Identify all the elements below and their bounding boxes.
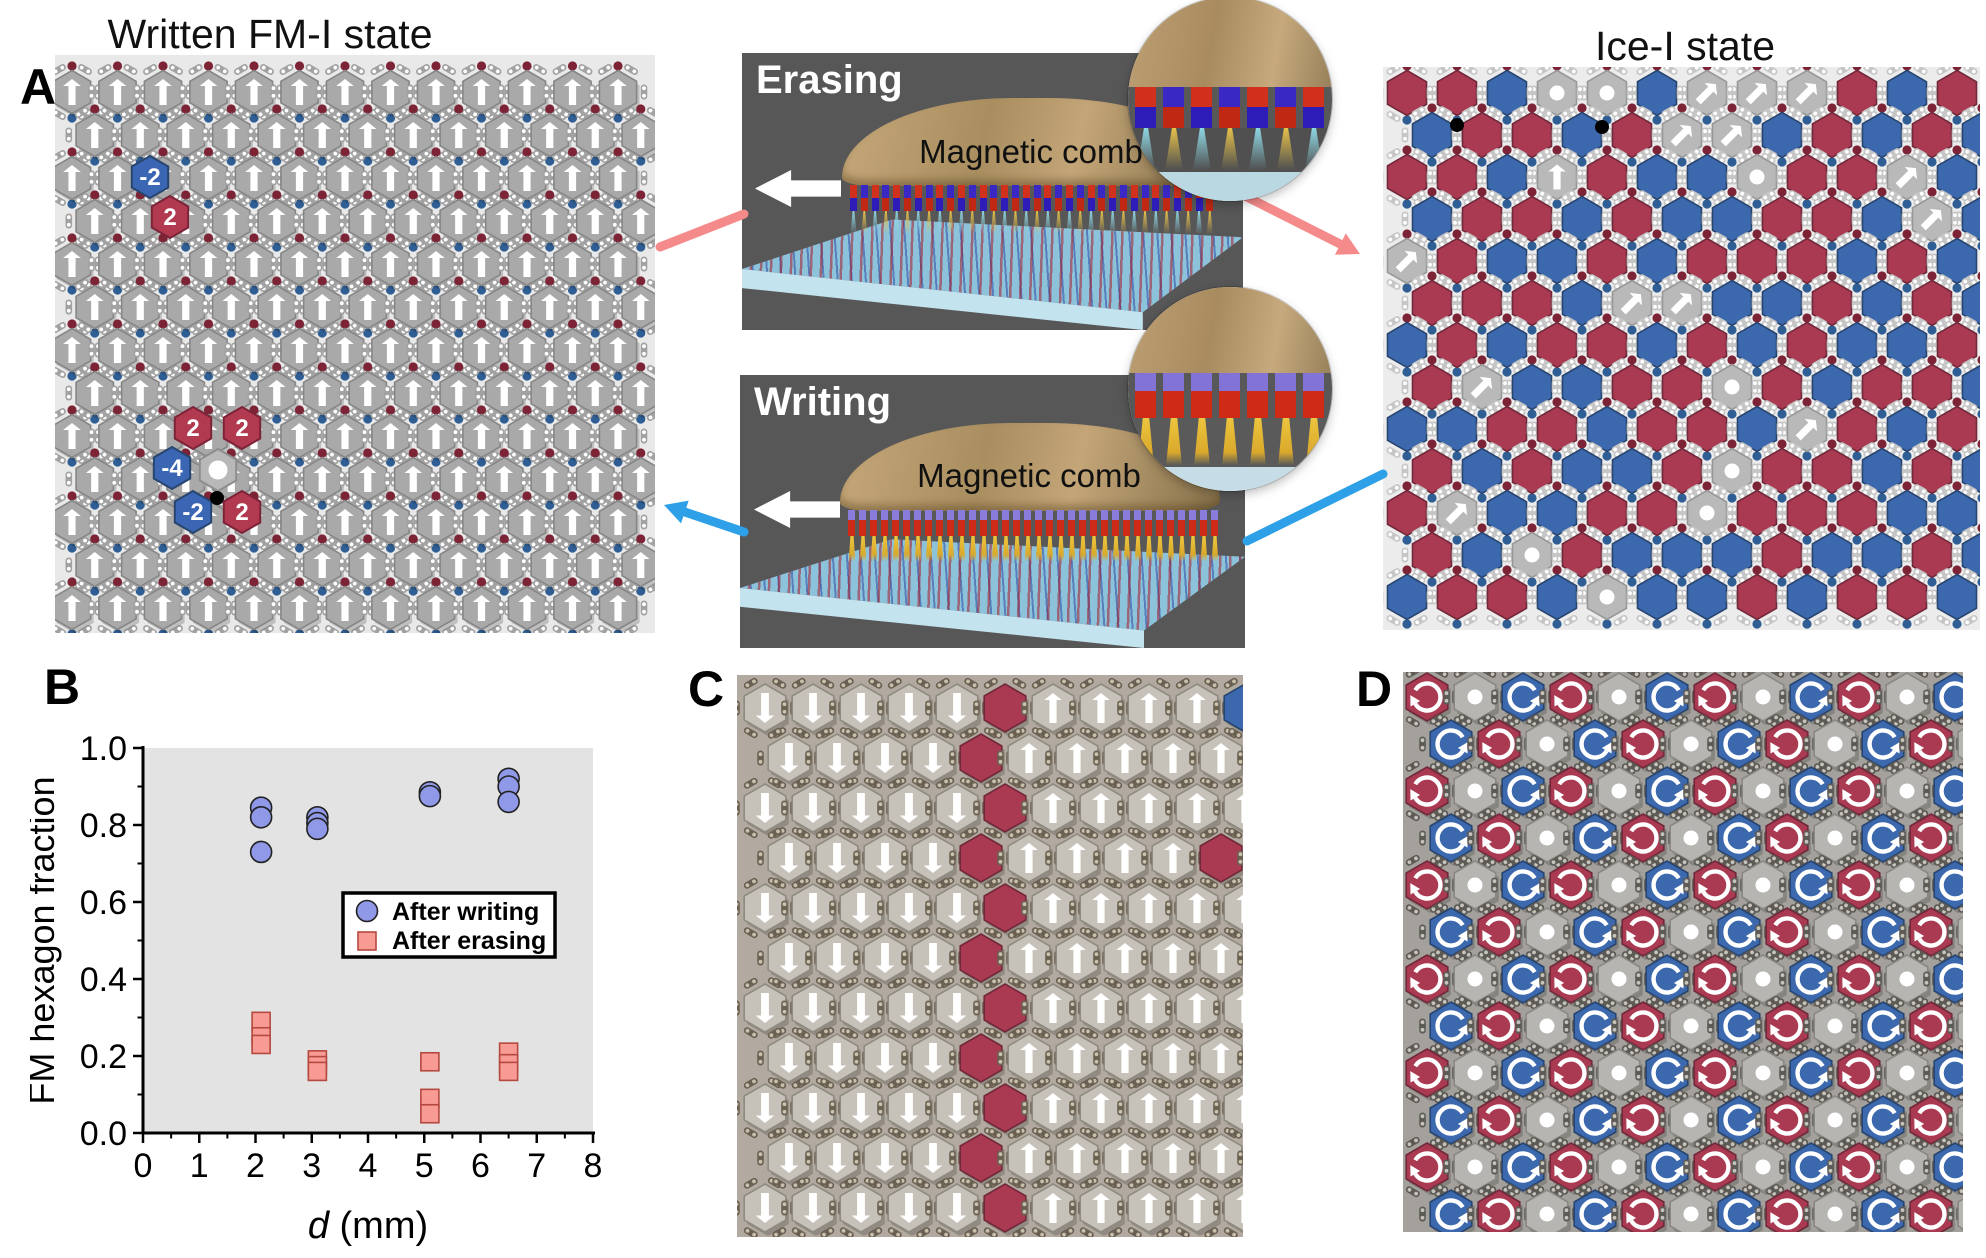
writing-comb-teeth bbox=[848, 510, 1222, 536]
svg-text:-4: -4 bbox=[161, 455, 183, 482]
vortex-marker bbox=[198, 447, 238, 493]
erasing-comb-bristles bbox=[850, 211, 1217, 235]
writing-comb-inset bbox=[1128, 287, 1332, 491]
erasing-sweep-arrow-icon bbox=[755, 170, 841, 207]
panel-b-chart: 0 1 2 3 4 5 6 7 8 0.0 0.2 0.4 0.6 0.8 1.0 FM hexagon fr… bbox=[30, 660, 690, 1258]
charge-defect: -2 bbox=[130, 154, 170, 200]
panel-ice-lattice bbox=[1383, 67, 1980, 630]
charge-defect: 2 bbox=[150, 194, 190, 240]
charge-defect: 2 bbox=[222, 405, 262, 451]
writing-comb-bristles bbox=[848, 536, 1222, 562]
charge-defect: 2 bbox=[173, 405, 213, 451]
panel-a-written-lattice: -2 2 2 2 -4 -2 2 bbox=[55, 55, 655, 633]
panel-d-photo-lattice bbox=[1403, 672, 1963, 1232]
svg-text:-2: -2 bbox=[139, 164, 160, 191]
writing-label: Writing bbox=[754, 380, 892, 424]
panel-b-label: B bbox=[44, 659, 81, 715]
panel-c-label: C bbox=[688, 661, 725, 717]
svg-text:2: 2 bbox=[235, 499, 248, 526]
charge-defect: 2 bbox=[222, 489, 262, 535]
erasing-comb-label: Magnetic comb bbox=[919, 133, 1143, 170]
svg-text:2: 2 bbox=[163, 204, 176, 231]
writing-comb-label: Magnetic comb bbox=[917, 457, 1141, 494]
erasing-label: Erasing bbox=[756, 58, 903, 102]
erasing-comb-inset bbox=[1128, 0, 1332, 201]
panel-c-photo-lattice bbox=[737, 675, 1243, 1237]
svg-text:-2: -2 bbox=[182, 499, 203, 526]
svg-text:2: 2 bbox=[186, 415, 199, 442]
panel-d-label: D bbox=[1356, 661, 1393, 717]
ice-state-title: Ice-I state bbox=[1594, 23, 1775, 69]
written-state-title: Written FM-I state bbox=[107, 11, 433, 57]
charge-defect: -2 bbox=[173, 489, 213, 535]
panel-a-label: A bbox=[20, 59, 57, 115]
svg-text:2: 2 bbox=[235, 415, 248, 442]
charge-defect: -4 bbox=[152, 445, 192, 491]
